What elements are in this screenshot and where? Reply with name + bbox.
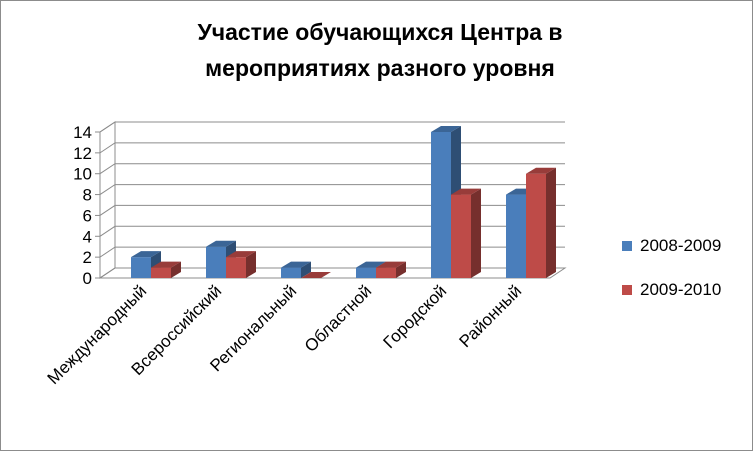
bar-1-3-front <box>281 267 301 278</box>
y-tick-label-4: 4 <box>83 227 92 246</box>
bar-2-5-top <box>451 188 481 195</box>
y-tick-label-6: 6 <box>83 206 92 225</box>
bar-1-3-side <box>301 261 311 278</box>
y-tick-label-10: 10 <box>73 165 92 184</box>
gridline-2 <box>99 246 565 258</box>
bar-1-3-top <box>281 261 311 268</box>
bar-1-2-front <box>206 246 226 278</box>
bar-2-6-front <box>526 173 546 278</box>
legend-item-series-1: 2008-2009 <box>622 236 721 256</box>
bar-2-1-top <box>151 261 181 268</box>
gridline-0 <box>99 267 565 279</box>
y-tick-label-0: 0 <box>83 269 92 288</box>
y-tick-label-12: 12 <box>73 144 92 163</box>
gridline-8 <box>99 184 565 195</box>
bar-1-1-top <box>131 251 161 258</box>
bar-2-2-top <box>226 251 256 258</box>
bar-1-1-front <box>131 257 151 278</box>
bar-2-4-side <box>396 261 406 278</box>
gridline-4 <box>99 225 565 237</box>
bar-2-2-side <box>246 251 256 278</box>
bar-2-6-top <box>526 167 556 174</box>
bar-1-4-front <box>356 267 376 278</box>
bar-1-5-top <box>431 126 461 132</box>
y-tick-label-14: 14 <box>73 123 92 142</box>
x-tick-label-5: Городской <box>380 281 451 352</box>
bar-2-1-side <box>171 261 181 278</box>
x-tick-label-6: Районный <box>456 281 526 351</box>
legend-swatch-series-2 <box>622 285 632 295</box>
chart-side-wall <box>99 121 116 279</box>
bar-2-2-front <box>226 257 246 278</box>
bar-1-2-top <box>206 240 236 247</box>
chart-plot: 02468101214МеждународныйВсероссийскийРег… <box>44 121 567 388</box>
bar-2-1-front <box>151 267 171 278</box>
legend-label-series-2: 2009-2010 <box>640 280 722 299</box>
gridline-14 <box>99 121 565 133</box>
gridline-6 <box>99 204 565 216</box>
x-tick-label-4: Областной <box>301 281 375 355</box>
legend-item-series-2: 2009-2010 <box>622 280 721 300</box>
legend-swatch-series-1 <box>622 241 632 251</box>
bar-2-4-top <box>376 261 406 268</box>
legend-label-series-1: 2008-2009 <box>640 236 722 255</box>
legend: 2008-2009 2009-2010 <box>622 236 721 324</box>
bar-2-5-front <box>451 194 471 278</box>
bar-1-6-front <box>506 194 526 278</box>
bar-2-3-top <box>301 272 331 278</box>
gridline-10 <box>99 163 565 175</box>
chart-title-line-1: Участие обучающихся Центра в <box>197 19 563 45</box>
bar-2-4-front <box>376 267 396 278</box>
chart-title-line-2: мероприятиях разного уровня <box>205 55 555 81</box>
gridline-12 <box>99 142 565 154</box>
bar-1-5-front <box>431 132 451 278</box>
y-tick-label-2: 2 <box>83 248 92 267</box>
bar-2-6-side <box>546 167 556 278</box>
y-tick-label-8: 8 <box>83 186 92 205</box>
chart-title: Участие обучающихся Центра в мероприятия… <box>120 14 640 86</box>
bar-2-5-side <box>471 188 481 278</box>
